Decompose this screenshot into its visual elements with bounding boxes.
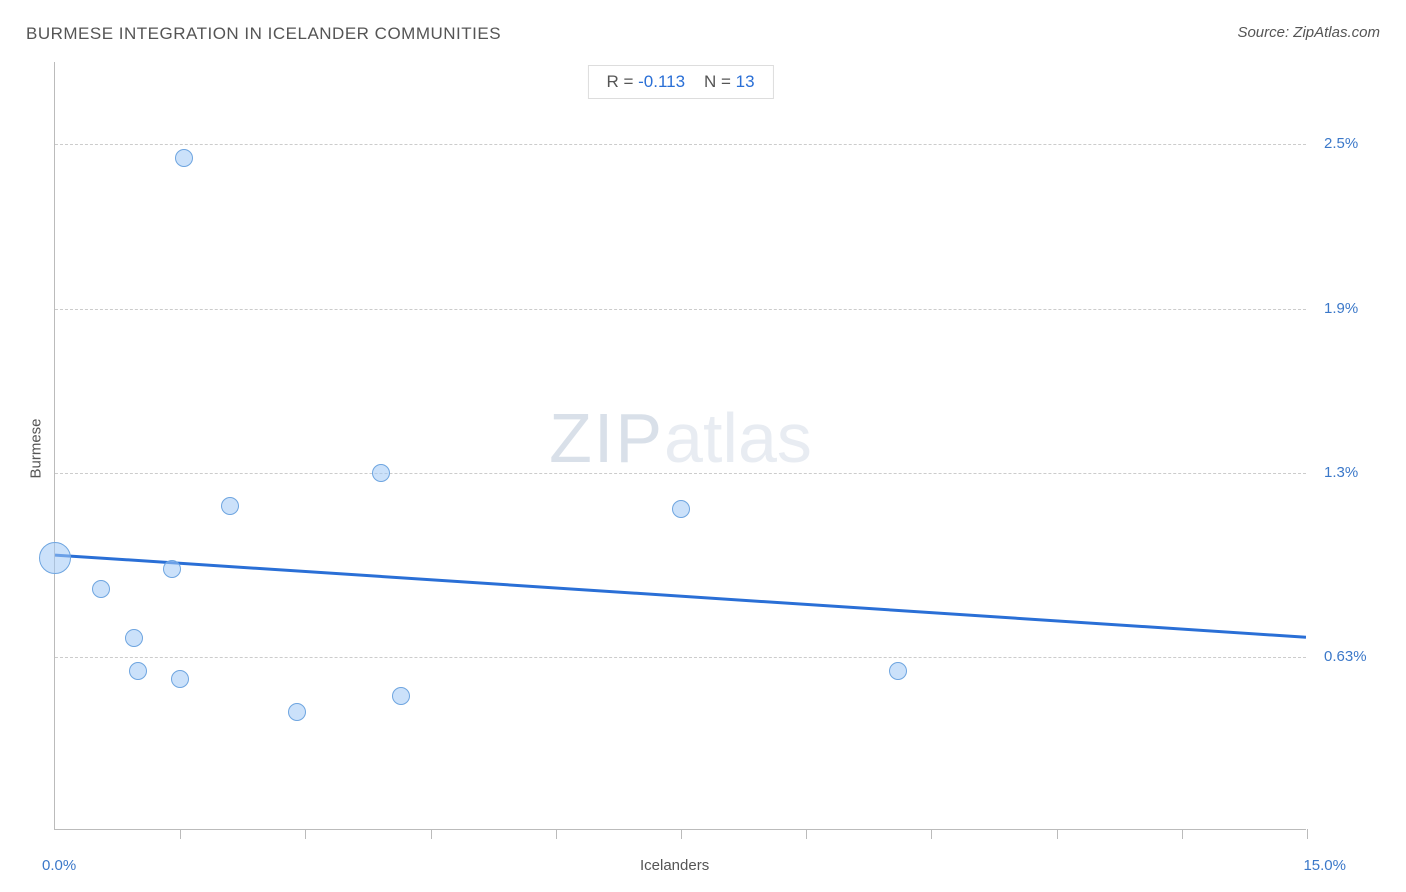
n-label: N =: [704, 72, 731, 91]
x-axis-label: Icelanders: [640, 857, 709, 874]
x-tick: [1307, 829, 1308, 839]
y-tick-label: 2.5%: [1324, 135, 1358, 152]
scatter-point[interactable]: [39, 542, 71, 574]
r-label: R =: [606, 72, 633, 91]
scatter-point[interactable]: [163, 560, 181, 578]
scatter-point[interactable]: [221, 497, 239, 515]
x-tick: [681, 829, 682, 839]
x-tick: [1182, 829, 1183, 839]
scatter-point[interactable]: [672, 500, 690, 518]
x-max-label: 15.0%: [1303, 857, 1346, 874]
scatter-point[interactable]: [175, 149, 193, 167]
scatter-point[interactable]: [171, 670, 189, 688]
x-tick: [431, 829, 432, 839]
y-axis-label: Burmese: [28, 418, 45, 478]
gridline: [55, 473, 1306, 474]
scatter-point[interactable]: [372, 464, 390, 482]
x-tick: [806, 829, 807, 839]
n-value: 13: [736, 72, 755, 91]
scatter-point[interactable]: [129, 662, 147, 680]
scatter-point[interactable]: [125, 629, 143, 647]
trend-line: [55, 62, 1306, 829]
y-tick-label: 0.63%: [1324, 648, 1367, 665]
scatter-point[interactable]: [92, 580, 110, 598]
chart-title: BURMESE INTEGRATION IN ICELANDER COMMUNI…: [26, 24, 501, 43]
gridline: [55, 657, 1306, 658]
scatter-point[interactable]: [288, 703, 306, 721]
y-tick-label: 1.9%: [1324, 300, 1358, 317]
r-value: -0.113: [638, 72, 685, 91]
x-tick: [556, 829, 557, 839]
x-tick: [305, 829, 306, 839]
scatter-point[interactable]: [392, 687, 410, 705]
scatter-plot: ZIPatlas R = -0.113 N = 13: [54, 62, 1306, 830]
gridline: [55, 309, 1306, 310]
y-tick-label: 1.3%: [1324, 464, 1358, 481]
source-label: Source: ZipAtlas.com: [1237, 24, 1380, 41]
watermark: ZIPatlas: [549, 398, 812, 478]
scatter-point[interactable]: [889, 662, 907, 680]
x-tick: [180, 829, 181, 839]
gridline: [55, 144, 1306, 145]
stats-box: R = -0.113 N = 13: [587, 65, 773, 99]
x-tick: [1057, 829, 1058, 839]
x-tick: [931, 829, 932, 839]
x-min-label: 0.0%: [42, 857, 76, 874]
